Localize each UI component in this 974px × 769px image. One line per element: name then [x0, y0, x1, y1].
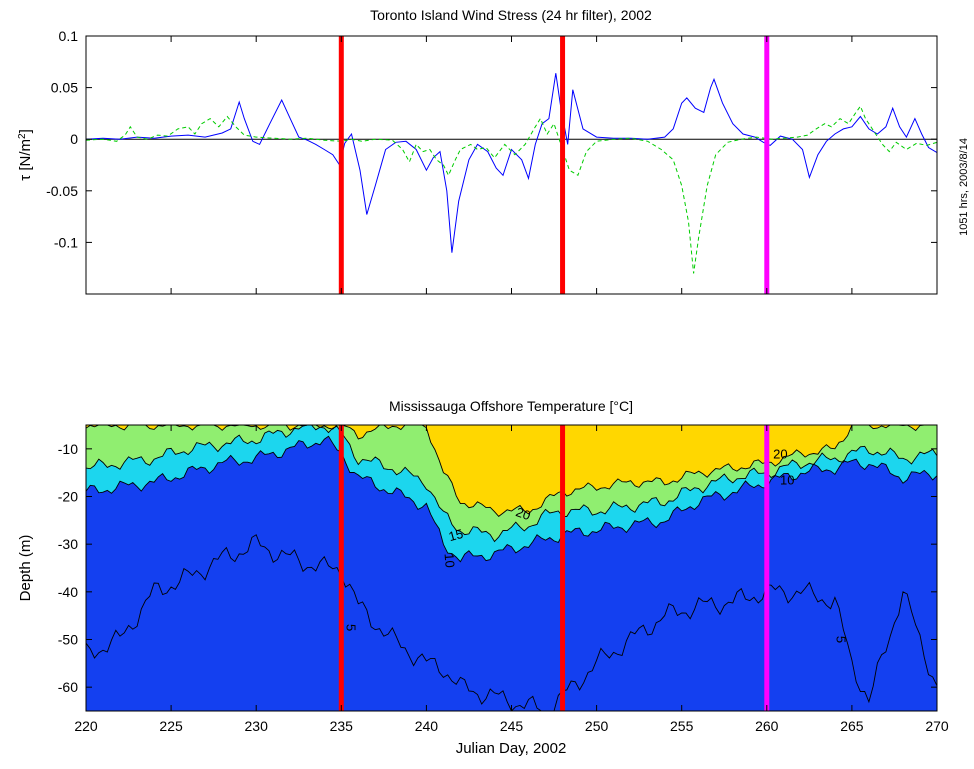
bottom-ytick-label: -10: [58, 441, 78, 457]
contour-label: 20: [773, 446, 787, 461]
bottom-ytick-label: -60: [58, 679, 78, 695]
warm-band: [86, 425, 937, 517]
top-axis-ticks: -0.1 -0.05 0 0.05 0.1: [46, 28, 938, 294]
bottom-axis-ticks: -60 -50 -40 -30 -20 -10 220 225 230 235 240 245 250 2…: [58, 425, 949, 734]
wind-stress-u-line: [86, 73, 937, 253]
contour-label: 5: [343, 624, 358, 631]
bottom-ytick-label: -20: [58, 489, 78, 505]
top-ytick-label: -0.05: [46, 183, 78, 199]
contour-label: 10: [780, 473, 794, 488]
contour-label: 15: [447, 526, 465, 544]
bottom-ytick-label: -30: [58, 536, 78, 552]
bottom-event-lines: [338, 425, 770, 711]
bottom-xtick-label: 265: [840, 718, 864, 734]
top-chart-title: Toronto Island Wind Stress (24 hr filter…: [370, 7, 652, 23]
top-ytick-label: 0: [70, 131, 78, 147]
bottom-y-axis-label: Depth (m): [17, 535, 34, 602]
bottom-ytick-label: -40: [58, 584, 78, 600]
band-10-15: [86, 425, 937, 562]
bottom-xtick-label: 235: [330, 718, 354, 734]
isotherm-20: [86, 425, 937, 518]
bottom-xtick-label: 220: [74, 718, 98, 734]
contour-label: 20: [514, 504, 533, 523]
wind-stress-v-line: [86, 105, 937, 274]
contour-label: 5: [834, 636, 849, 643]
bottom-ytick-label: -50: [58, 632, 78, 648]
x-axis-label: Julian Day, 2002: [456, 740, 567, 757]
bottom-xtick-label: 250: [585, 718, 609, 734]
bottom-xtick-label: 260: [755, 718, 779, 734]
top-series-layer: [86, 73, 937, 274]
isotherm-15: [86, 425, 937, 543]
top-ytick-label: 0.05: [51, 80, 78, 96]
bottom-xtick-label: 270: [925, 718, 949, 734]
isotherm-5: [86, 534, 937, 711]
isotherm-10: [86, 435, 937, 563]
bottom-xtick-label: 255: [670, 718, 694, 734]
top-y-axis-label: τ [N/m2]: [17, 129, 35, 181]
bottom-xtick-label: 225: [159, 718, 183, 734]
top-ytick-label: 0.1: [59, 28, 79, 44]
bottom-xtick-label: 230: [245, 718, 269, 734]
wind-stress-panel: Toronto Island Wind Stress (24 hr filter…: [17, 7, 938, 295]
temperature-contour-layer: [86, 425, 937, 711]
top-plot-area: [86, 36, 937, 294]
contour-labels: 20 20 15 10 10 5 5: [343, 446, 848, 643]
band-15-20: [86, 425, 937, 542]
bottom-xtick-label: 245: [500, 718, 524, 734]
contour-label: 10: [442, 553, 458, 569]
timestamp-stamp: 1051 hrs, 2003/8/14: [958, 138, 970, 236]
bottom-xtick-label: 240: [415, 718, 439, 734]
temperature-panel: Mississauga Offshore Temperature [°C] 20…: [17, 398, 949, 757]
top-event-lines: [338, 36, 770, 294]
top-ytick-label: -0.1: [54, 234, 78, 250]
bottom-chart-title: Mississauga Offshore Temperature [°C]: [389, 398, 633, 414]
